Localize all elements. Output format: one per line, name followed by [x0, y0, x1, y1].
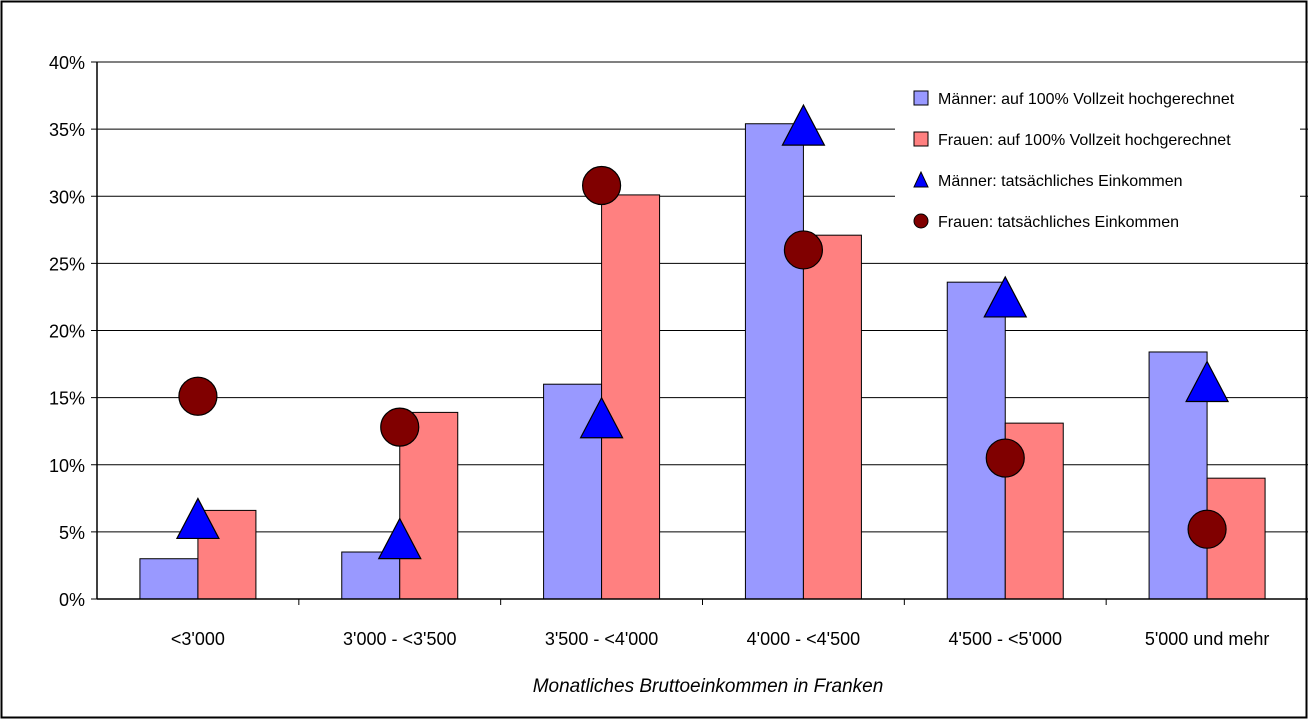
marker-frauen-tatsaechlich	[783, 230, 824, 270]
y-tick-label: 15%	[49, 389, 85, 409]
marker-maenner-tatsaechlich	[781, 103, 826, 146]
bar-frauen-hochgerechnet	[802, 234, 862, 600]
marker-frauen-tatsaechlich	[1187, 509, 1227, 549]
y-tick-label: 30%	[49, 187, 85, 207]
y-tick-label: 35%	[49, 120, 85, 140]
x-tick-label: 5'000 und mehr	[1145, 629, 1270, 649]
legend-swatch	[913, 170, 929, 188]
marker-frauen-tatsaechlich	[581, 165, 622, 206]
bar-maenner-hochgerechnet	[946, 281, 1006, 600]
x-tick-label: <3'000	[171, 629, 225, 649]
marker-maenner-tatsaechlich	[579, 396, 624, 439]
marker-maenner-tatsaechlich	[377, 517, 422, 560]
x-tick-label: 3'000 - <3'500	[343, 629, 456, 649]
legend: Männer: auf 100% Vollzeit hochgerechnet F…	[895, 70, 1300, 246]
legend-label: Frauen: auf 100% Vollzeit hochgerechnet	[938, 132, 1231, 149]
bar-maenner-hochgerechnet	[139, 558, 199, 600]
y-tick-label: 40%	[49, 53, 85, 73]
x-axis-label: Monatliches Bruttoeinkommen in Franken	[533, 676, 884, 697]
legend-label: Frauen: tatsächliches Einkommen	[938, 214, 1179, 231]
legend-label: Männer: auf 100% Vollzeit hochgerechnet	[938, 91, 1235, 108]
marker-maenner-tatsaechlich	[175, 497, 220, 540]
markers	[175, 103, 1230, 560]
marker-frauen-tatsaechlich	[985, 438, 1025, 478]
x-tick-label: 4'000 - <4'500	[747, 629, 860, 649]
marker-maenner-tatsaechlich	[983, 275, 1028, 318]
legend-swatch	[913, 131, 929, 147]
bar-frauen-hochgerechnet	[601, 194, 661, 600]
bar-maenner-hochgerechnet	[744, 123, 804, 600]
legend-background	[895, 70, 1300, 246]
y-tick-label: 20%	[49, 322, 85, 342]
x-tick-label: 4'500 - <5'000	[949, 629, 1062, 649]
x-tick-label: 3'500 - <4'000	[545, 629, 658, 649]
y-tick-label: 10%	[49, 456, 85, 476]
x-axis-ticks: <3'000 3'000 - <3'500 3'500 - <4'000 4'000 …	[171, 599, 1269, 649]
y-tick-label: 5%	[59, 523, 85, 543]
legend-swatch	[913, 213, 929, 229]
marker-frauen-tatsaechlich	[380, 407, 420, 447]
marker-frauen-tatsaechlich	[178, 376, 218, 416]
marker-maenner-tatsaechlich	[1185, 360, 1230, 403]
y-axis-ticks: 0% 5% 10% 15% 20% 25% 30% 35% 40%	[49, 53, 97, 610]
y-tick-label: 25%	[49, 254, 85, 274]
legend-label: Männer: tatsächliches Einkommen	[938, 173, 1183, 190]
legend-swatch	[913, 90, 929, 106]
y-tick-label: 0%	[59, 590, 85, 610]
